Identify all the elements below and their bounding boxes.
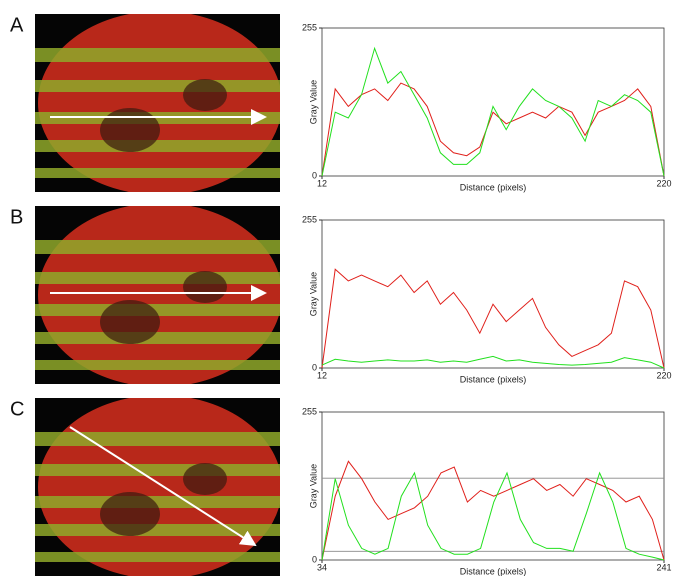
micrograph-c bbox=[35, 398, 280, 576]
y-axis-label: Gray Value bbox=[308, 272, 318, 316]
x-axis-label: Distance (pixels) bbox=[460, 566, 527, 576]
y-tick-label: 255 bbox=[302, 214, 317, 224]
profile-line bbox=[321, 82, 665, 177]
y-tick-label: 0 bbox=[312, 362, 317, 372]
panel-label: B bbox=[10, 206, 23, 228]
panel-label: C bbox=[10, 398, 24, 420]
y-tick-label: 255 bbox=[302, 22, 317, 32]
micrograph-b bbox=[35, 206, 280, 384]
profile-arrow bbox=[69, 426, 257, 547]
x-axis-label: Distance (pixels) bbox=[460, 182, 527, 192]
profile-line bbox=[321, 46, 665, 177]
y-axis-label: Gray Value bbox=[308, 80, 318, 124]
x-tick-label: 220 bbox=[656, 370, 671, 380]
profile-line bbox=[321, 460, 665, 561]
plot-frame bbox=[321, 27, 665, 177]
y-tick-label: 0 bbox=[312, 554, 317, 564]
plot-frame bbox=[321, 411, 665, 561]
x-tick-label: 220 bbox=[656, 178, 671, 188]
x-tick-label: 12 bbox=[317, 178, 327, 188]
y-tick-label: 255 bbox=[302, 406, 317, 416]
y-tick-label: 0 bbox=[312, 170, 317, 180]
plot-frame bbox=[321, 219, 665, 369]
profile-line bbox=[321, 355, 665, 369]
y-axis-label: Gray Value bbox=[308, 464, 318, 508]
x-tick-label: 12 bbox=[317, 370, 327, 380]
profile-line bbox=[321, 268, 665, 369]
profile-line bbox=[321, 471, 665, 561]
x-tick-label: 241 bbox=[656, 562, 671, 572]
x-axis-label: Distance (pixels) bbox=[460, 374, 527, 384]
x-tick-label: 34 bbox=[317, 562, 327, 572]
panel-label: A bbox=[10, 14, 24, 36]
